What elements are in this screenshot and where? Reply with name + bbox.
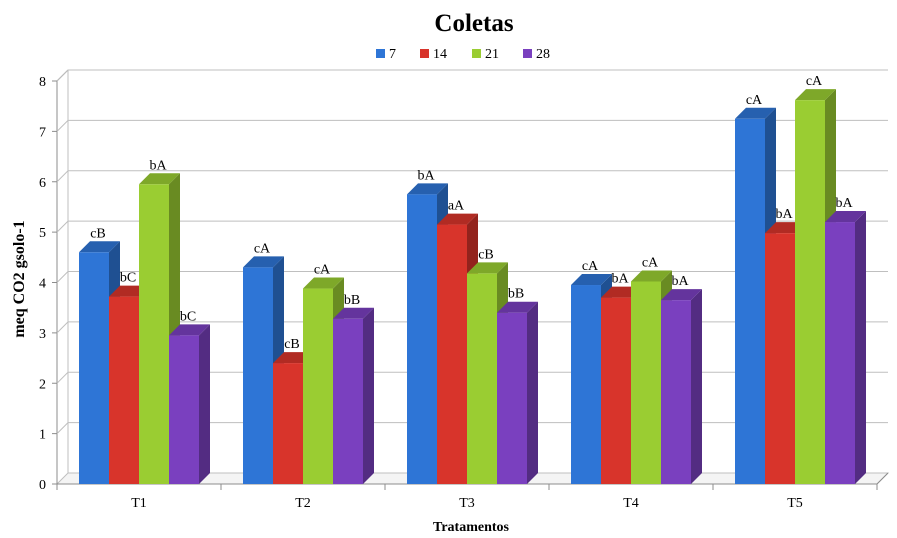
bar (661, 300, 691, 484)
bar (601, 297, 631, 484)
y-tick-label: 8 (39, 75, 46, 90)
data-label: cA (746, 93, 763, 108)
data-label: bA (417, 168, 435, 183)
x-axis-label: Tratamentos (433, 520, 509, 535)
plot-area: 0 1 2 3 4 5 6 7 8 T1 T2 T3 T4 T5 cB bC bA bC cA cB cA bB bA aA c… (39, 69, 890, 511)
data-label: cA (314, 263, 331, 278)
gridline (56, 220, 888, 233)
x-tick-label: T1 (131, 496, 147, 511)
data-label: cA (806, 74, 823, 89)
bar-top (169, 324, 210, 336)
bar-top (571, 274, 612, 286)
bar-top (333, 307, 374, 319)
bar-top (303, 277, 344, 289)
bar (467, 273, 497, 484)
legend-swatch (523, 49, 532, 58)
y-axis-label: meq CO2 gsolo-1 (11, 220, 28, 337)
bar (169, 335, 199, 484)
data-label: cA (642, 255, 659, 270)
chart-title: Coletas (434, 10, 513, 37)
bar-top (631, 270, 672, 282)
data-label: bA (775, 207, 793, 222)
legend-label: 28 (536, 47, 550, 62)
x-tick-label: T3 (459, 496, 475, 511)
bar (795, 100, 825, 484)
bar (303, 288, 333, 484)
data-label: cA (254, 241, 271, 256)
data-label: aA (448, 199, 465, 214)
data-label: bA (671, 274, 689, 289)
bar-top (661, 289, 702, 301)
bar-top (437, 213, 478, 225)
x-tick-label: T5 (787, 496, 803, 511)
data-label: cA (582, 259, 599, 274)
y-tick-label: 1 (39, 428, 46, 443)
data-label: bA (611, 272, 629, 287)
gridline (56, 69, 888, 82)
y-tick-label: 7 (39, 125, 46, 140)
bar (571, 285, 601, 484)
x-axis-edge (876, 472, 889, 485)
legend-label: 21 (485, 47, 499, 62)
data-label: cB (90, 226, 106, 241)
bar-side (527, 301, 538, 484)
data-label: bA (149, 158, 167, 173)
data-label: bB (508, 287, 524, 302)
bar-top (139, 173, 180, 185)
bar (825, 222, 855, 485)
bar-top (497, 301, 538, 313)
bar (79, 252, 109, 484)
y-tick-label: 4 (39, 277, 46, 292)
legend-swatch (376, 49, 385, 58)
gridline (56, 271, 888, 283)
legend-label: 7 (389, 47, 396, 62)
bar (497, 312, 527, 484)
bar-side (363, 307, 374, 484)
data-label: bC (180, 309, 196, 324)
bar-top (825, 211, 866, 223)
bar (243, 267, 273, 484)
y-tick-label: 2 (39, 377, 46, 392)
data-label: cB (284, 337, 300, 352)
x-tick-label: T4 (623, 496, 639, 511)
data-label: cB (478, 247, 494, 262)
data-label: bC (120, 271, 136, 286)
bar-top (467, 262, 508, 274)
data-label: bA (835, 196, 853, 211)
legend-label: 14 (433, 47, 447, 62)
bar-side (199, 324, 210, 484)
bar (333, 318, 363, 484)
y-tick-label: 5 (39, 226, 46, 241)
bar (631, 281, 661, 484)
bar-top (407, 183, 448, 195)
bar (407, 194, 437, 484)
bar-top (243, 256, 284, 268)
bar-top (735, 107, 776, 119)
legend-swatch (472, 49, 481, 58)
data-label: bB (344, 293, 360, 308)
gridline (56, 170, 888, 183)
bar (139, 184, 169, 485)
bar (437, 224, 467, 484)
y-tick-label: 6 (39, 176, 46, 191)
bar (109, 296, 139, 484)
y-tick-label: 3 (39, 327, 46, 342)
y-tick-label: 0 (39, 478, 46, 493)
legend-swatch (420, 49, 429, 58)
bar-top (795, 89, 836, 101)
bar-side (855, 211, 866, 485)
x-tick-label: T2 (295, 496, 311, 511)
gridline (56, 119, 888, 132)
bar-top (79, 241, 120, 253)
legend: 7 14 21 28 (376, 47, 550, 62)
bar (735, 118, 765, 484)
bar (273, 363, 303, 484)
bar (765, 233, 795, 484)
bar-side (691, 289, 702, 484)
